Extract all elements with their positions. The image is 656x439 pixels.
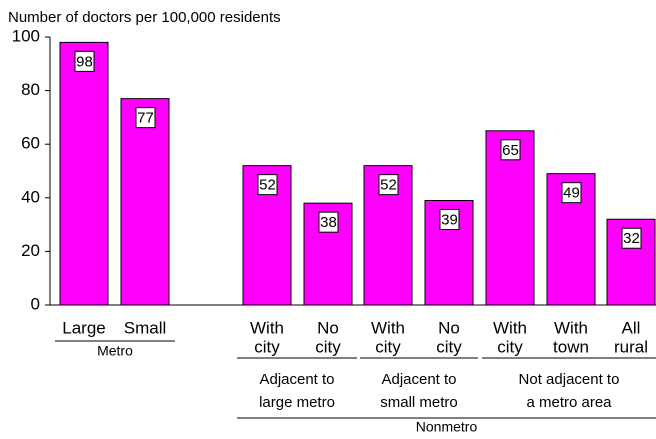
value-label-box [318, 211, 339, 233]
value-label-box [500, 139, 521, 161]
bar [120, 98, 170, 306]
group-label: Metro [97, 343, 133, 359]
value-label: 77 [137, 110, 154, 127]
x-tick-label: city [254, 337, 280, 356]
x-tick-label: No [438, 318, 460, 337]
value-label-box [74, 50, 95, 72]
x-tick-label: With [554, 318, 588, 337]
x-tick-label: town [553, 337, 589, 356]
value-label: 65 [502, 142, 519, 159]
value-label: 39 [441, 211, 458, 228]
group-label: large metro [259, 394, 335, 411]
x-tick-label: Small [124, 318, 167, 337]
x-tick-label: rural [614, 337, 648, 356]
y-tick-label: 20 [21, 241, 40, 260]
y-tick-label: 80 [21, 80, 40, 99]
group-label: a metro area [526, 394, 612, 411]
group-label: Nonmetro [416, 419, 478, 435]
value-label: 38 [320, 214, 337, 231]
bar [59, 41, 109, 306]
value-label-box [561, 182, 582, 204]
group-label: Not adjacent to [519, 371, 620, 388]
x-tick-label: All [622, 318, 641, 337]
value-label-box [439, 208, 460, 230]
x-tick-label: Large [62, 318, 105, 337]
chart-subtitle: Number of doctors per 100,000 residents [8, 9, 281, 26]
value-label: 52 [380, 177, 397, 194]
group-label: small metro [380, 394, 458, 411]
group-label: Adjacent to [259, 371, 334, 388]
group-label: Adjacent to [381, 371, 456, 388]
x-tick-label: With [493, 318, 527, 337]
y-tick-label: 100 [12, 26, 40, 45]
value-label-box [257, 174, 278, 196]
y-tick-label: 0 [31, 294, 40, 313]
x-tick-label: With [250, 318, 284, 337]
value-label-box [378, 174, 399, 196]
value-label-box [621, 227, 642, 249]
value-label: 98 [76, 53, 93, 70]
y-tick-label: 40 [21, 187, 40, 206]
value-label-box [135, 107, 156, 129]
x-tick-label: city [315, 337, 341, 356]
value-label: 52 [259, 177, 276, 194]
value-label: 32 [623, 230, 640, 247]
x-tick-label: city [497, 337, 523, 356]
x-tick-label: With [371, 318, 405, 337]
x-tick-label: city [436, 337, 462, 356]
x-tick-label: No [317, 318, 339, 337]
y-tick-label: 60 [21, 134, 40, 153]
x-tick-label: city [375, 337, 401, 356]
value-label: 49 [563, 185, 580, 202]
